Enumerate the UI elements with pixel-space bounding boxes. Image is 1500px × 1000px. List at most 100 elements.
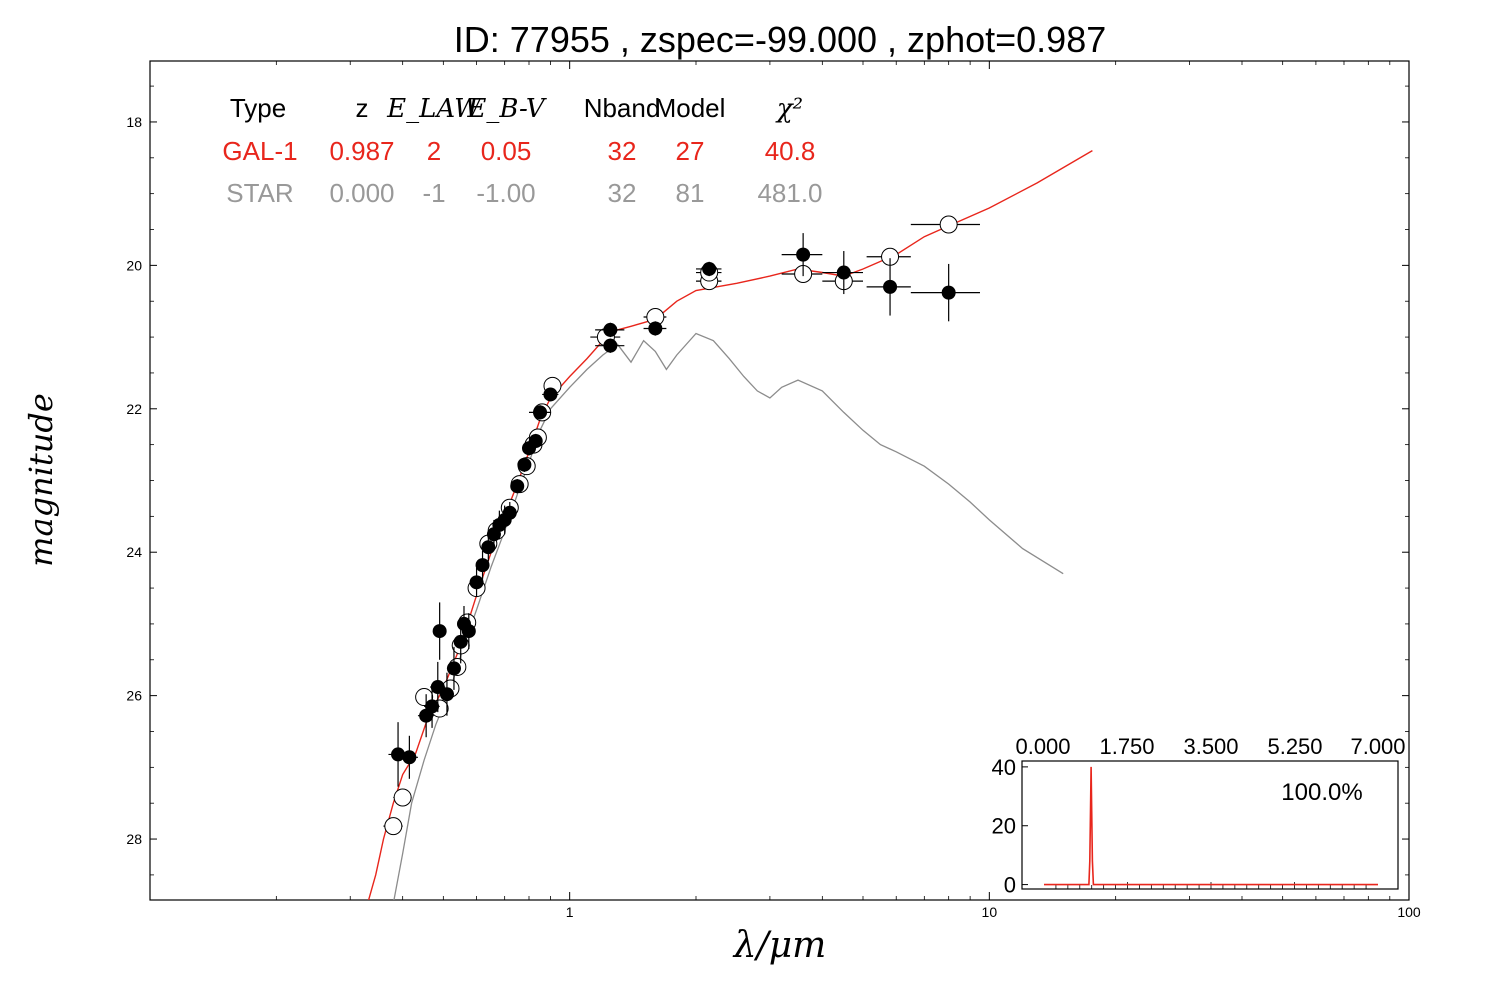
x-tick-label: 10	[982, 904, 998, 920]
table-cell: 0.000	[329, 178, 394, 208]
observed-point	[595, 322, 625, 338]
observed-point	[643, 321, 667, 336]
observed-marker	[461, 624, 476, 639]
table-header: Nband	[584, 93, 661, 123]
inset-x-tick-label: 5.250	[1267, 734, 1322, 759]
observed-point	[517, 457, 532, 472]
y-tick-label: 28	[126, 831, 142, 847]
table-cell: GAL-1	[222, 136, 297, 166]
observed-point	[388, 722, 408, 787]
table-header: E_B-V	[466, 94, 546, 124]
observed-marker	[439, 687, 454, 702]
table-header: E_LAW	[386, 94, 483, 124]
observed-marker	[510, 479, 525, 494]
observed-marker	[533, 405, 548, 420]
model-curves	[367, 149, 1093, 900]
table-cell: 0.05	[481, 136, 532, 166]
y-tick-label: 20	[126, 257, 142, 273]
observed-marker	[702, 261, 717, 276]
model-marker	[939, 215, 958, 234]
observed-point	[475, 550, 490, 580]
observed-point	[446, 646, 461, 690]
observed-marker	[603, 322, 618, 337]
table-cell: 32	[608, 136, 637, 166]
observed-point	[400, 735, 418, 779]
table-header: z	[356, 93, 369, 123]
observed-point	[424, 684, 440, 728]
y-tick-label: 26	[126, 688, 142, 704]
table-cell: -1.00	[476, 178, 535, 208]
y-tick-label: 22	[126, 401, 142, 417]
observed-marker	[502, 505, 517, 520]
observed-marker	[941, 285, 956, 300]
observed-point	[595, 338, 625, 353]
model-magnitude-point	[910, 215, 980, 234]
inset-x-tick-label: 0.000	[1015, 734, 1070, 759]
photometry-points	[383, 215, 980, 836]
table-header: Type	[230, 93, 286, 123]
model-marker	[393, 788, 412, 807]
observed-marker	[883, 279, 898, 294]
model-magnitude-point	[866, 247, 911, 266]
observed-point	[866, 258, 911, 316]
observed-marker	[432, 624, 447, 639]
table-cell: 32	[608, 178, 637, 208]
x-axis-label: λ/μm	[732, 925, 826, 966]
inset-frame	[1021, 760, 1399, 890]
observed-marker	[528, 434, 543, 449]
observed-marker	[425, 699, 440, 714]
observed-marker	[796, 247, 811, 262]
observed-point	[510, 479, 525, 494]
star-model-spectrum	[393, 332, 1064, 900]
table-cell: STAR	[226, 178, 293, 208]
y-tick-label: 18	[126, 114, 142, 130]
observed-point	[469, 567, 484, 597]
observed-marker	[517, 457, 532, 472]
inset-probability-label: 100.0%	[1281, 779, 1362, 806]
observed-point	[542, 387, 559, 402]
model-magnitude-point	[393, 788, 412, 807]
observed-marker	[446, 661, 461, 676]
pdz-curve	[1044, 766, 1378, 886]
observed-point	[695, 261, 722, 277]
observed-marker	[391, 747, 406, 762]
observed-marker	[475, 558, 490, 573]
observed-point	[822, 251, 864, 295]
observed-point	[461, 613, 476, 650]
table-header: Model	[655, 93, 726, 123]
observed-marker	[481, 540, 496, 555]
observed-point	[528, 405, 551, 420]
galaxy-model-spectrum	[367, 149, 1093, 900]
observed-marker	[648, 321, 663, 336]
observed-marker	[836, 265, 851, 280]
model-magnitude-point	[781, 264, 823, 283]
observed-point	[502, 502, 517, 524]
observed-point	[432, 602, 447, 660]
inset-y-tick-label: 0	[1004, 873, 1016, 898]
x-tick-label: 1	[566, 904, 574, 920]
observed-point	[528, 433, 543, 449]
table-cell: 81	[676, 178, 705, 208]
x-tick-label: 100	[1397, 904, 1421, 920]
table-cell: 0.987	[329, 136, 394, 166]
inset-x-tick-label: 7.000	[1350, 734, 1405, 759]
y-tick-label: 24	[126, 544, 142, 560]
observed-point	[781, 233, 823, 277]
table-cell: 40.8	[765, 136, 816, 166]
table-cell: 2	[427, 136, 441, 166]
table-cell: 481.0	[757, 178, 822, 208]
observed-point	[439, 672, 454, 716]
inset-y-tick-label: 20	[992, 814, 1016, 839]
inset-x-tick-label: 1.750	[1099, 734, 1154, 759]
observed-marker	[402, 750, 417, 765]
pdz-inset: 0.000 1.750 3.500 5.250 7.000 0 20 40 100.0%	[992, 734, 1406, 898]
observed-point	[910, 263, 980, 322]
y-axis-label: magnitude	[22, 393, 60, 567]
chart-title: ID: 77955 , zspec=-99.000 , zphot=0.987	[454, 19, 1106, 60]
table-header: χ²	[775, 94, 803, 124]
observed-marker	[603, 338, 618, 353]
table-cell: -1	[422, 178, 445, 208]
y-axis: 18 20 22 24 26 28	[126, 85, 1409, 876]
